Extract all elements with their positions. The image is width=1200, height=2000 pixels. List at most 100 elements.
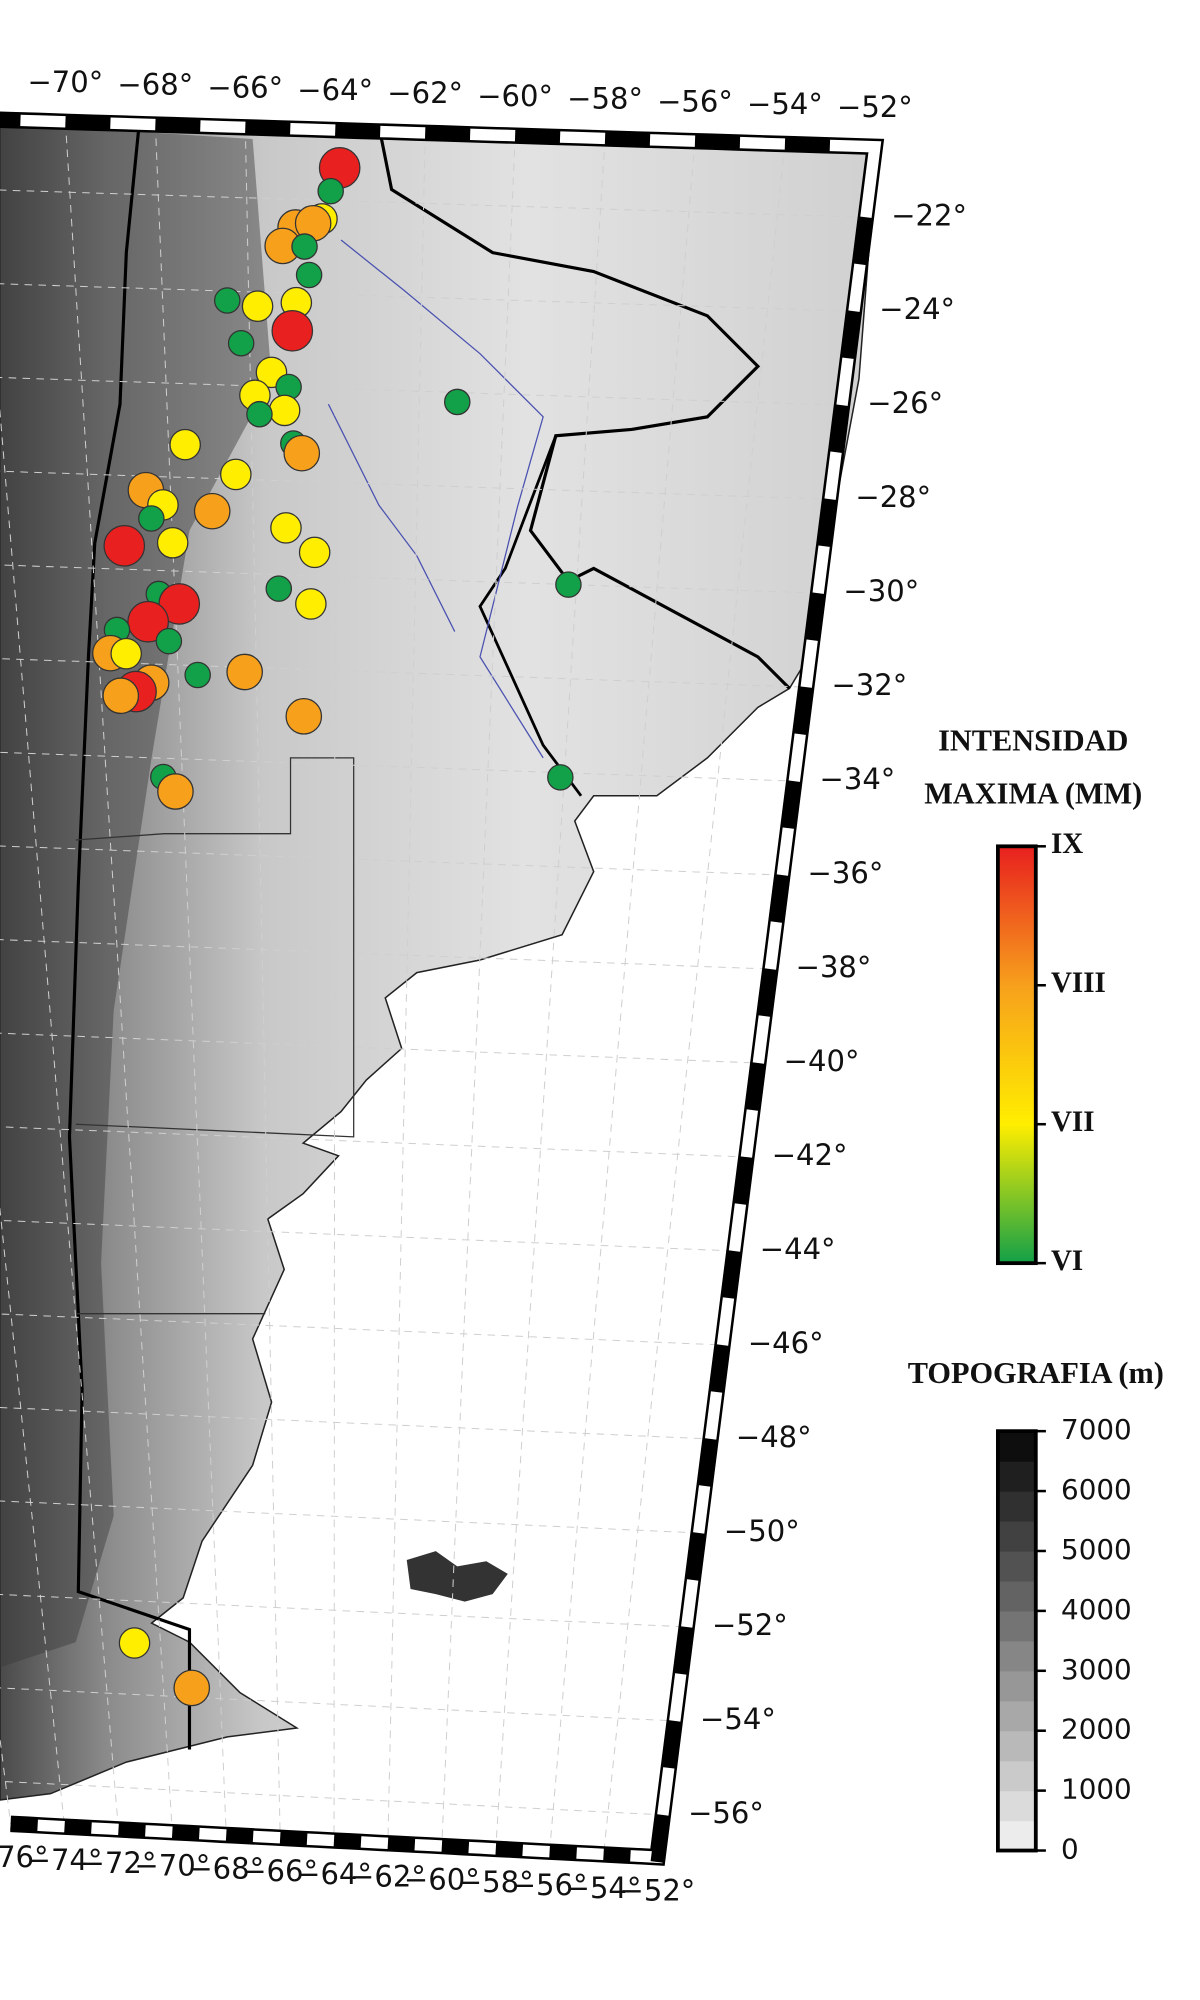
frame-segment bbox=[424, 126, 471, 141]
colorbar-label: 0 bbox=[1061, 1833, 1079, 1866]
colorbar-label: 3000 bbox=[1061, 1653, 1132, 1686]
lon-tick-label: −68° bbox=[117, 68, 193, 102]
frame-segment bbox=[698, 1438, 717, 1487]
intensity-point bbox=[102, 677, 140, 715]
lat-tick-label: −56° bbox=[688, 1796, 764, 1830]
intensity-point bbox=[547, 764, 574, 791]
intensity-point bbox=[157, 773, 194, 810]
grid-line bbox=[0, 751, 795, 782]
frame-segment bbox=[781, 780, 801, 829]
colorbar: 0 1000 2000 3000 4000 5000 6000 7000 bbox=[995, 1413, 1132, 1866]
lon-tick-label: −62° bbox=[387, 76, 463, 110]
intensity-point bbox=[155, 627, 183, 655]
frame-segment bbox=[650, 1814, 670, 1863]
legend-title: MAXIMA (MM) bbox=[924, 776, 1142, 810]
frame-segment bbox=[734, 1156, 753, 1205]
frame-segment bbox=[710, 1344, 729, 1393]
grid-line bbox=[333, 130, 336, 1841]
intensity-point bbox=[169, 428, 201, 461]
river bbox=[327, 403, 456, 632]
frame-segment bbox=[10, 1817, 38, 1832]
lon-tick-label: −70° bbox=[134, 1849, 210, 1883]
lat-tick-label: −50° bbox=[724, 1514, 800, 1548]
frame-segment bbox=[495, 1842, 524, 1857]
colorbar-step bbox=[997, 1730, 1036, 1762]
intensity-point bbox=[226, 653, 263, 691]
frame-segment bbox=[841, 310, 861, 359]
colorbar-step bbox=[997, 1461, 1036, 1492]
frame-segment bbox=[694, 134, 741, 149]
colorbar-step bbox=[997, 1610, 1036, 1642]
lon-tick-label: −56° bbox=[657, 84, 733, 118]
grid-line bbox=[603, 143, 786, 1855]
intensity-point bbox=[283, 434, 321, 472]
lon-tick-label: −58° bbox=[567, 82, 643, 116]
frame-segment bbox=[784, 137, 831, 152]
colorbar-label: 5000 bbox=[1061, 1533, 1132, 1566]
colorbar-label: IX bbox=[1051, 828, 1083, 860]
frame-segment bbox=[245, 121, 291, 136]
frame-segment bbox=[387, 1837, 416, 1852]
lon-tick-label: −76° bbox=[0, 1840, 49, 1874]
frame-segment bbox=[514, 129, 561, 144]
lat-tick-label: −34° bbox=[820, 762, 896, 796]
frame-segment bbox=[758, 968, 777, 1017]
lon-tick-label: −52° bbox=[620, 1874, 696, 1908]
lat-tick-label: −40° bbox=[784, 1044, 860, 1078]
grid-line bbox=[0, 377, 843, 406]
intensity-point bbox=[291, 233, 318, 260]
lat-tick-label: −38° bbox=[796, 950, 872, 984]
lat-tick-label: −52° bbox=[712, 1608, 788, 1642]
lon-tick-label: −58° bbox=[458, 1865, 534, 1899]
colorbar-step bbox=[997, 1820, 1036, 1852]
intensity-point bbox=[246, 400, 273, 428]
lat-tick-label: −32° bbox=[831, 668, 907, 702]
frame-segment bbox=[225, 1828, 254, 1843]
colorbar: VI VII VIII IX bbox=[995, 828, 1106, 1277]
intensity-point bbox=[213, 287, 241, 314]
lat-tick-label: −48° bbox=[736, 1420, 812, 1454]
colorbar-label: 2000 bbox=[1061, 1713, 1132, 1746]
lat-tick-label: −22° bbox=[891, 198, 967, 232]
lat-tick-label: −54° bbox=[700, 1702, 776, 1736]
lat-tick-label: −44° bbox=[760, 1232, 836, 1266]
grid-line bbox=[441, 135, 516, 1847]
colorbar-label: 1000 bbox=[1061, 1773, 1132, 1806]
lat-tick-label: −26° bbox=[867, 386, 943, 420]
lon-tick-label: −66° bbox=[207, 70, 283, 104]
country-border bbox=[67, 126, 192, 1750]
frame-segment bbox=[662, 1720, 682, 1769]
intensity-point bbox=[110, 637, 142, 670]
lon-tick-label: −54° bbox=[566, 1871, 642, 1905]
intensity-point bbox=[444, 388, 471, 416]
colorbar-step bbox=[997, 1431, 1036, 1462]
country-border bbox=[478, 435, 583, 797]
intensity-point bbox=[138, 505, 165, 532]
legend-title: TOPOGRAFIA (m) bbox=[908, 1356, 1164, 1390]
lon-tick-label: −70° bbox=[27, 65, 103, 99]
intensity-point bbox=[127, 600, 170, 643]
intensity-point bbox=[118, 1627, 151, 1659]
frame-segment bbox=[549, 1845, 577, 1860]
river bbox=[340, 239, 544, 759]
intensity-point bbox=[295, 588, 327, 620]
andes-relief bbox=[0, 126, 272, 1668]
colorbar-label: VII bbox=[1051, 1106, 1095, 1138]
grid-line bbox=[154, 124, 227, 1836]
label-layer: −22° −24° −26° −28° −30° −32° −34° −36° −38° −40°… bbox=[0, 65, 967, 1908]
frame-segment bbox=[441, 1839, 470, 1854]
intensity-point bbox=[295, 261, 323, 289]
intensity-point bbox=[555, 571, 582, 598]
colorbar-step bbox=[997, 1521, 1036, 1552]
colorbar-step bbox=[997, 1670, 1036, 1702]
colorbar-step bbox=[997, 1550, 1036, 1582]
grid-line bbox=[0, 1205, 66, 1827]
colorbar-step bbox=[997, 1580, 1036, 1612]
malvinas bbox=[406, 1551, 508, 1602]
lat-tick-label: −24° bbox=[879, 292, 955, 326]
frame-layer bbox=[0, 111, 885, 1866]
lon-tick-label: −52° bbox=[837, 90, 913, 124]
